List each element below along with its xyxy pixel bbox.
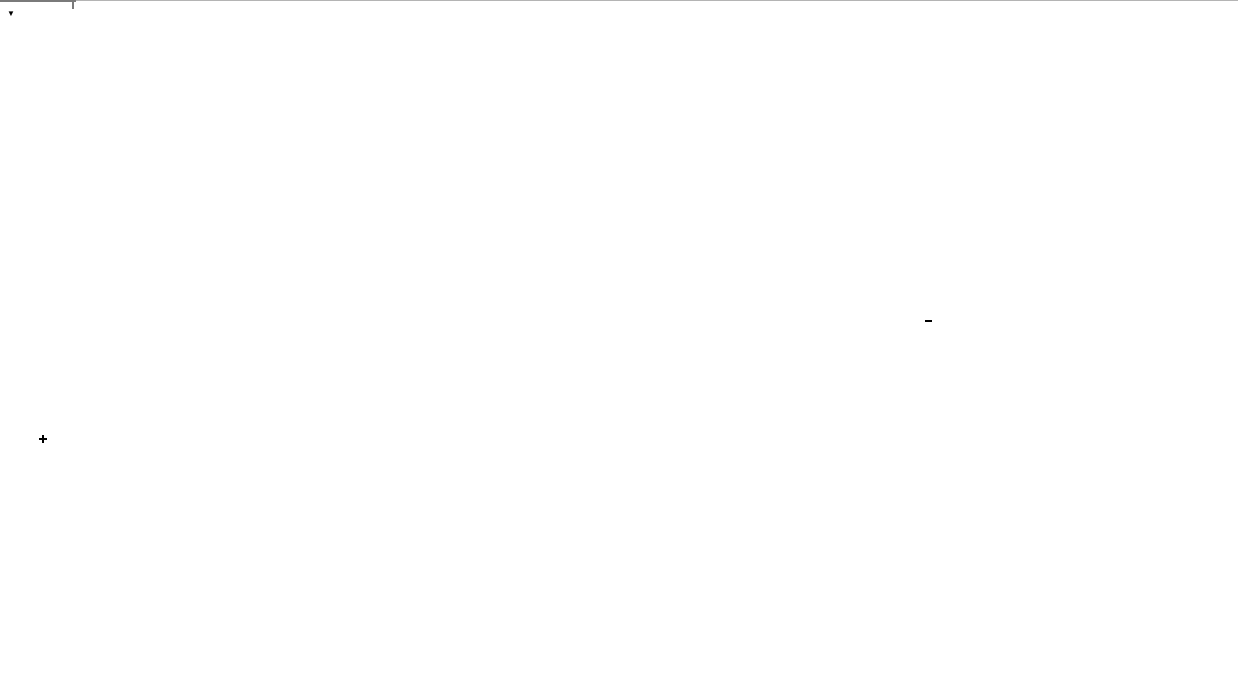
crosshair-cursor — [39, 435, 47, 443]
cursor-dash-mark — [925, 320, 932, 322]
window-divider-tick — [72, 0, 74, 9]
chart-title: ▼ — [7, 8, 28, 20]
symbol-dropdown-icon[interactable]: ▼ — [7, 9, 15, 18]
window-top-border-segment — [0, 0, 76, 2]
window-top-border — [0, 0, 1238, 1]
